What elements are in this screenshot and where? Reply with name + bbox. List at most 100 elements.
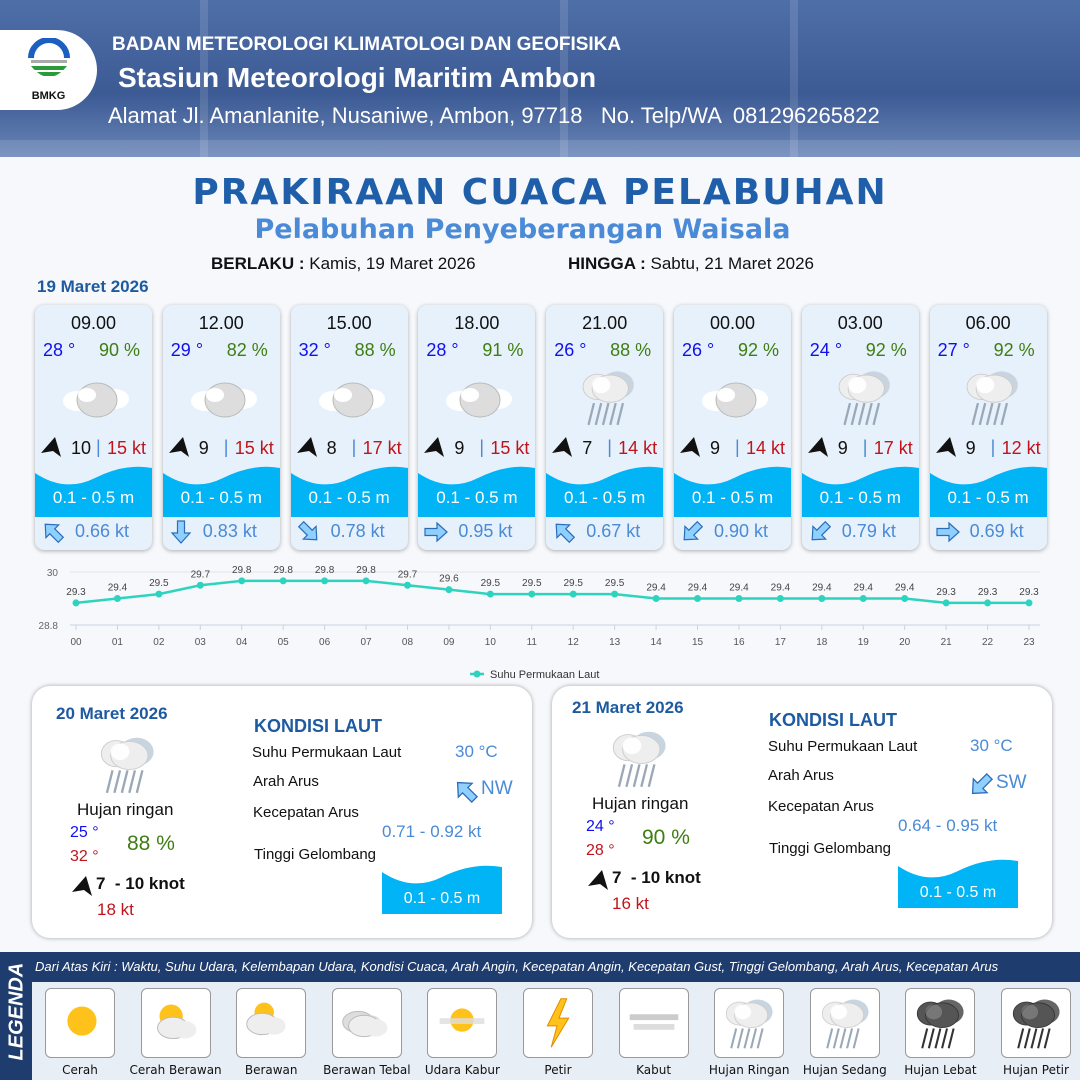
- current-direction-icon: [680, 520, 704, 544]
- card-gust: 14 kt: [618, 438, 658, 458]
- wind-direction-icon: [588, 870, 608, 897]
- separator: |: [223, 437, 229, 457]
- card-temperature: 28 °: [43, 340, 76, 360]
- data-label: 29.4: [771, 583, 791, 594]
- legend-description: Dari Atas Kiri : Waktu, Suhu Udara, Kele…: [32, 952, 1080, 982]
- panel-wave-height: 0.1 - 0.5 m: [403, 890, 481, 907]
- panel-humidity: 90 %: [642, 826, 690, 849]
- header-banner: BMKG BADAN METEOROLOGI KLIMATOLOGI DAN G…: [0, 0, 1080, 157]
- wind-direction-icon: [41, 437, 61, 459]
- x-tick-label: 13: [609, 637, 621, 648]
- x-tick-label: 02: [153, 637, 165, 648]
- data-point: [113, 595, 121, 602]
- current-direction-icon: [41, 520, 65, 544]
- legend-icon-box: [331, 988, 402, 1058]
- x-tick-label: 14: [651, 637, 663, 648]
- card-gust: 12 kt: [1001, 438, 1041, 458]
- card-temperature: 24 °: [809, 340, 843, 360]
- card-wave-height: 0.1 - 0.5 m: [564, 488, 646, 507]
- card-wave-height: 0.1 - 0.5 m: [691, 488, 774, 507]
- forecast-card: 21.00 26 ° 88 % 7 | 14 kt 0.1 - 0.5 m 0.…: [546, 305, 664, 550]
- panel-gust: 16 kt: [612, 894, 649, 913]
- wind-direction-icon: [807, 437, 828, 459]
- legend-icon-box: [236, 988, 307, 1058]
- forecast-card: 03.00 24 ° 92 % 9 | 17 kt 0.1 - 0.5 m 0.…: [801, 305, 919, 550]
- wave-icon: [418, 466, 536, 517]
- data-point: [735, 595, 743, 602]
- data-label: 29.5: [522, 578, 542, 589]
- card-current-speed: 0.78 kt: [330, 521, 385, 541]
- legend-label: Berawan Tebal: [323, 1063, 411, 1077]
- card-wave-height: 0.1 - 0.5 m: [180, 488, 262, 507]
- current-direction-value: NW: [481, 778, 513, 799]
- x-tick-label: 06: [319, 637, 331, 648]
- forecast-card: 09.00 28 ° 90 % 10 | 15 kt 0.1 - 0.5 m 0…: [35, 305, 152, 550]
- data-label: 29.8: [356, 565, 376, 576]
- legend-label: Cerah Berawan: [129, 1063, 222, 1077]
- legend-icon-box: [523, 988, 593, 1058]
- card-wind-speed: 8: [326, 438, 337, 458]
- udara-kabur-icon: [428, 989, 496, 1057]
- legend-label: Hujan Lebat: [904, 1063, 977, 1077]
- data-label: 29.4: [688, 583, 708, 594]
- day1-date: 19 Maret 2026: [37, 277, 149, 296]
- valid-to: HINGGA : Sabtu, 21 Maret 2026: [568, 254, 814, 274]
- x-tick-label: 08: [402, 637, 414, 648]
- card-time: 00.00: [709, 313, 756, 333]
- legend-icon-box: [427, 988, 498, 1058]
- panel-temp-min: 24 °: [586, 818, 615, 835]
- wave-icon: [674, 466, 791, 517]
- x-tick-label: 16: [733, 637, 745, 648]
- card-humidity: 88 %: [610, 340, 652, 360]
- wave-icon: [546, 466, 664, 517]
- current-direction-icon: [424, 520, 449, 544]
- data-point: [694, 595, 702, 602]
- card-wind-speed: 9: [710, 438, 721, 458]
- data-point: [776, 595, 784, 602]
- card-time: 21.00: [582, 313, 628, 333]
- card-wave-height: 0.1 - 0.5 m: [947, 488, 1029, 507]
- data-label: 29.7: [398, 569, 418, 580]
- data-point: [238, 577, 246, 585]
- data-label: 29.7: [191, 569, 211, 580]
- legend-icon-box: [809, 988, 880, 1058]
- card-time: 06.00: [965, 313, 1011, 333]
- x-tick-label: 20: [899, 637, 911, 648]
- x-tick-label: 22: [982, 637, 994, 648]
- sst-value: 30 °C: [455, 742, 498, 761]
- x-tick-label: 10: [485, 637, 497, 648]
- data-label: 29.5: [563, 578, 583, 589]
- valid-from: BERLAKU : Kamis, 19 Maret 2026: [211, 254, 476, 274]
- forecast-card: 15.00 32 ° 88 % 8 | 17 kt 0.1 - 0.5 m 0.…: [290, 305, 408, 550]
- panel-humidity: 88 %: [127, 832, 175, 855]
- wave-icon: [898, 859, 1018, 908]
- data-label: 29.3: [936, 587, 956, 598]
- hujan-ringan-icon: [715, 989, 783, 1057]
- thick-cloud-icon: [57, 373, 132, 428]
- daily-forecast-panel: 20 Maret 2026 Hujan ringan 25 ° 32 ° 88 …: [32, 686, 532, 938]
- data-label: 29.4: [895, 583, 915, 594]
- hujan-lebat-icon: [906, 989, 974, 1057]
- card-current-speed: 0.95 kt: [458, 521, 513, 541]
- card-humidity: 91 %: [482, 340, 524, 360]
- current-direction-icon: [808, 520, 832, 544]
- data-label: 29.4: [729, 583, 749, 594]
- x-tick-label: 11: [527, 637, 538, 648]
- x-tick-label: 01: [112, 637, 124, 648]
- current-direction-icon: [453, 778, 479, 809]
- card-time: 12.00: [198, 313, 244, 333]
- data-point: [196, 581, 204, 589]
- card-current-speed: 0.90 kt: [714, 521, 769, 541]
- sst-label: Suhu Permukaan Laut: [252, 744, 402, 761]
- x-tick-label: 18: [816, 637, 828, 648]
- card-wave-height: 0.1 - 0.5 m: [52, 488, 135, 507]
- legend-icon-box: [618, 988, 689, 1058]
- data-point: [279, 577, 287, 585]
- forecast-card: 12.00 29 ° 82 % 9 | 15 kt 0.1 - 0.5 m 0.…: [162, 305, 280, 550]
- panel-date: 20 Maret 2026: [56, 704, 168, 723]
- forecast-card: 06.00 27 ° 92 % 9 | 12 kt 0.1 - 0.5 m 0.…: [929, 305, 1047, 550]
- logo-text: BMKG: [31, 90, 66, 102]
- data-point: [611, 590, 619, 598]
- data-label: 29.8: [232, 565, 252, 576]
- card-humidity: 92 %: [737, 340, 779, 360]
